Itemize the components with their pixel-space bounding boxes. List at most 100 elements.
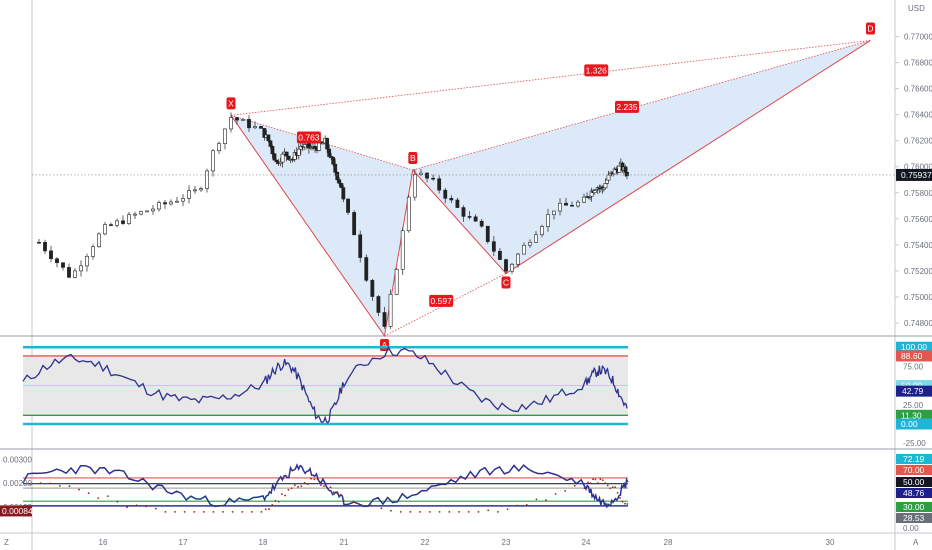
volatility-tick-label: 0.00200 — [3, 479, 32, 488]
volatility-dots — [30, 477, 629, 513]
pattern-ratio-0.763[interactable]: 0.763 — [296, 131, 321, 144]
volatility-dot — [174, 511, 176, 513]
candle-body — [43, 242, 47, 252]
pattern-point-b[interactable]: B — [408, 152, 418, 164]
volatility-dot — [287, 488, 290, 491]
oscillator-pane[interactable] — [22, 345, 629, 426]
volatility-right-value: 70.00 — [903, 465, 925, 475]
candle-body — [217, 143, 221, 152]
volatility-dot — [319, 484, 322, 486]
candle-body — [327, 148, 332, 157]
pattern-point-label: A — [382, 340, 388, 350]
candle-body — [205, 170, 209, 189]
volatility-dot — [154, 507, 157, 510]
oscillator-current-tag — [896, 385, 932, 397]
price-pane[interactable]: X A B C D 0.763 1.326 2.235 0.597 — [32, 22, 895, 351]
candle-body — [603, 183, 608, 189]
candle-body — [592, 190, 597, 194]
candle-body — [558, 202, 562, 212]
candle-body — [331, 157, 336, 165]
last-price-value: 0.75937 — [901, 170, 932, 180]
volatility-right-value: 30.00 — [903, 502, 925, 512]
volatility-dot — [601, 479, 604, 481]
oscillator-line — [22, 346, 628, 424]
candle-body — [268, 140, 273, 147]
pattern-point-x[interactable]: X — [226, 97, 236, 110]
candle-body — [346, 198, 350, 213]
candle-body — [103, 224, 107, 235]
oscillator-level-tag — [896, 341, 932, 353]
pattern-ratio-1.326[interactable]: 1.326 — [584, 64, 609, 77]
volatility-dot — [624, 502, 626, 505]
candle-body — [534, 234, 538, 243]
volatility-dot — [339, 494, 342, 497]
candle-body — [516, 253, 520, 265]
time-tick-label: 22 — [421, 538, 430, 547]
volatility-dot — [310, 477, 312, 480]
pattern-triangle-bcd — [412, 40, 871, 274]
oscillator-level-tag — [896, 418, 932, 430]
volatility-dot — [49, 482, 52, 485]
volatility-dot — [297, 486, 299, 488]
pattern-point-d[interactable]: D — [866, 22, 875, 35]
candle-body — [473, 216, 478, 222]
candle-body — [157, 202, 161, 210]
candle-body — [467, 216, 472, 218]
pattern-point-badge — [408, 152, 418, 164]
volatility-dot — [39, 482, 42, 484]
oscillator-level-value: 11.30 — [901, 410, 922, 420]
volatility-dot — [260, 511, 263, 513]
candle-body — [461, 207, 466, 217]
candle-body — [485, 225, 490, 242]
volatility-dot — [619, 497, 621, 499]
volatility-right-value: 72.19 — [903, 454, 925, 464]
volatility-dot — [497, 511, 499, 513]
candle-body — [259, 126, 263, 129]
volatility-right-tag — [896, 502, 932, 512]
pattern-ratio-0.597[interactable]: 0.597 — [429, 294, 454, 307]
pattern-point-badge — [501, 276, 511, 289]
candle-body — [605, 179, 609, 184]
volatility-pane[interactable] — [22, 463, 629, 513]
volatility-dot — [268, 508, 270, 511]
volatility-dot — [477, 511, 480, 513]
volatility-right-value: 0.00 — [903, 524, 919, 533]
volatility-dot — [351, 501, 353, 504]
candle-body — [431, 177, 436, 180]
volatility-right-tag — [896, 477, 932, 487]
price-tick-label: 0.74800 — [904, 319, 932, 328]
candle-body — [335, 171, 340, 181]
volatility-dot — [271, 504, 274, 506]
volatility-dot — [564, 490, 567, 492]
candle-body — [272, 153, 277, 161]
candle-body — [280, 153, 285, 163]
volatility-line — [22, 463, 629, 509]
oscillator-level-value: 0.00 — [901, 419, 918, 429]
pattern-point-c[interactable]: C — [501, 276, 511, 289]
pattern-ratio-2.235[interactable]: 2.235 — [615, 100, 639, 113]
oscillator-level-value: 50.00 — [901, 381, 923, 391]
candle-body — [274, 159, 279, 163]
oscillator-level-value: 88.60 — [901, 351, 923, 361]
candle-body — [286, 155, 291, 160]
candle-body — [37, 241, 41, 244]
candle-body — [352, 212, 357, 236]
pattern-point-label: X — [228, 98, 234, 108]
candle-body — [625, 171, 629, 177]
volatility-dot — [116, 500, 119, 503]
volatility-dot — [399, 511, 402, 513]
candle-body — [376, 296, 381, 313]
volatility-dot — [145, 505, 148, 508]
price-tick-label: 0.75200 — [904, 267, 932, 276]
volatility-dot — [535, 498, 538, 501]
volatility-dot — [614, 486, 616, 489]
price-tick-label: 0.75000 — [904, 293, 932, 302]
candle-body — [61, 262, 65, 268]
volatility-dot — [87, 492, 90, 495]
volatility-dot — [360, 504, 363, 506]
pattern-triangle-xab — [231, 115, 413, 336]
candle-body — [229, 117, 233, 130]
price-tick-label: 0.77000 — [904, 33, 932, 42]
pattern-point-badge — [226, 97, 236, 110]
pattern-point-label: D — [867, 23, 873, 33]
